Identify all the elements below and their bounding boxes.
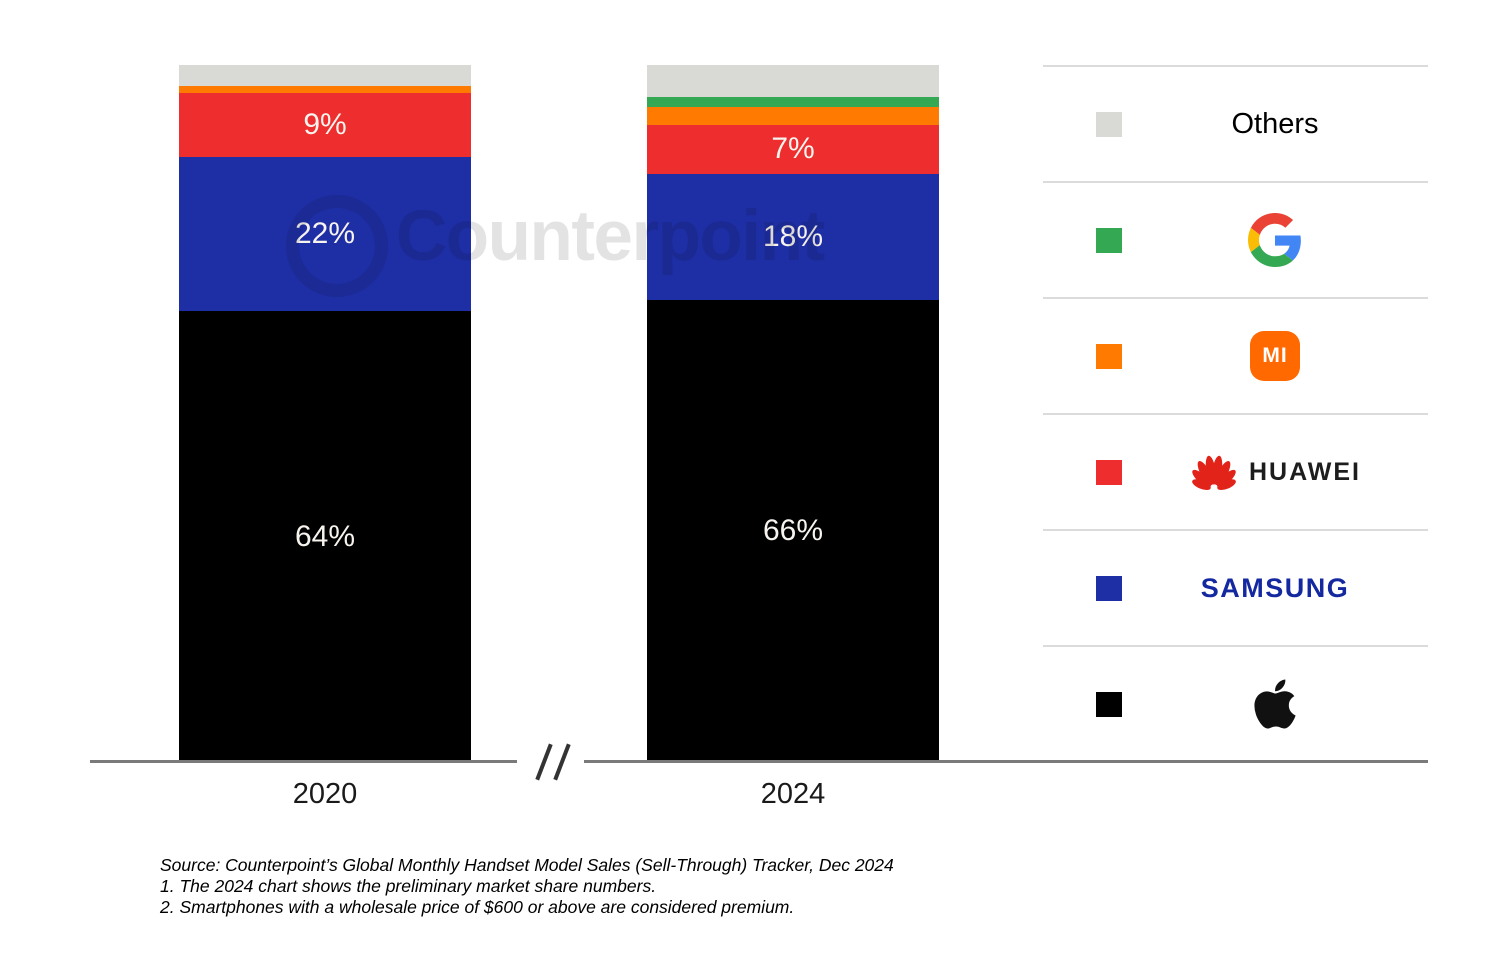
xiaomi-logo-icon: MI (1250, 331, 1300, 381)
bar-segment-google-2024 (647, 96, 939, 108)
huawei-swatch (1096, 459, 1122, 485)
bar-segment-apple-2024: 66% (647, 299, 939, 762)
xiaomi-swatch (1096, 343, 1122, 369)
samsung-wordmark: SAMSUNG (1200, 572, 1350, 603)
huawei-flower-icon (1192, 455, 1236, 490)
segment-value-label: 9% (303, 107, 347, 141)
bar-segment-xiaomi-2020 (179, 86, 471, 94)
axis-break-icon (553, 743, 571, 781)
bar-segment-others-2020 (179, 65, 471, 87)
legend: Others MI (1043, 65, 1428, 761)
legend-row-google (1043, 181, 1428, 297)
bar-segment-apple-2020: 64% (179, 311, 471, 762)
legend-row-apple (1043, 645, 1428, 761)
segment-value-label: 64% (294, 519, 356, 553)
segment-value-label: 66% (762, 513, 824, 547)
bar-segment-others-2024 (647, 65, 939, 97)
google-logo-icon (1248, 213, 1301, 267)
segment-value-label: 22% (294, 216, 356, 250)
bar-segment-samsung-2024: 18% (647, 173, 939, 300)
bar-segment-samsung-2020: 22% (179, 156, 471, 312)
bar-segment-xiaomi-2024 (647, 107, 939, 125)
segment-value-label: 18% (762, 219, 824, 253)
segment-value-label: 7% (771, 132, 815, 166)
google-swatch (1096, 227, 1122, 253)
stacked-bar-2020: 9% 22% 64% (179, 65, 471, 762)
bar-segment-huawei-2020: 9% (179, 93, 471, 157)
bar-segment-huawei-2024: 7% (647, 124, 939, 174)
legend-row-samsung: SAMSUNG (1043, 529, 1428, 645)
legend-row-xiaomi: MI (1043, 297, 1428, 413)
legend-row-huawei: HUAWEI (1043, 413, 1428, 529)
stacked-bar-2024: 7% 18% 66% (647, 65, 939, 762)
samsung-swatch (1096, 575, 1122, 601)
x-axis-line-left (90, 760, 517, 763)
footnote-2: 2. Smartphones with a wholesale price of… (160, 897, 795, 917)
apple-logo-icon (1254, 679, 1296, 729)
footnote-1: 1. The 2024 chart shows the preliminary … (160, 876, 657, 896)
x-axis-label-2020: 2020 (292, 778, 358, 810)
legend-row-others: Others (1043, 65, 1428, 181)
apple-swatch (1096, 691, 1122, 717)
xiaomi-logo-text: MI (1262, 344, 1288, 367)
huawei-wordmark: HUAWEI (1249, 457, 1361, 486)
source-footnotes: Source: Counterpoint’s Global Monthly Ha… (160, 855, 894, 918)
others-swatch (1096, 111, 1122, 137)
x-axis-label-2024: 2024 (760, 778, 826, 810)
others-label: Others (1231, 107, 1319, 140)
axis-break-icon (535, 743, 553, 781)
x-axis-line-right (584, 760, 1428, 763)
source-line: Source: Counterpoint’s Global Monthly Ha… (160, 855, 894, 875)
